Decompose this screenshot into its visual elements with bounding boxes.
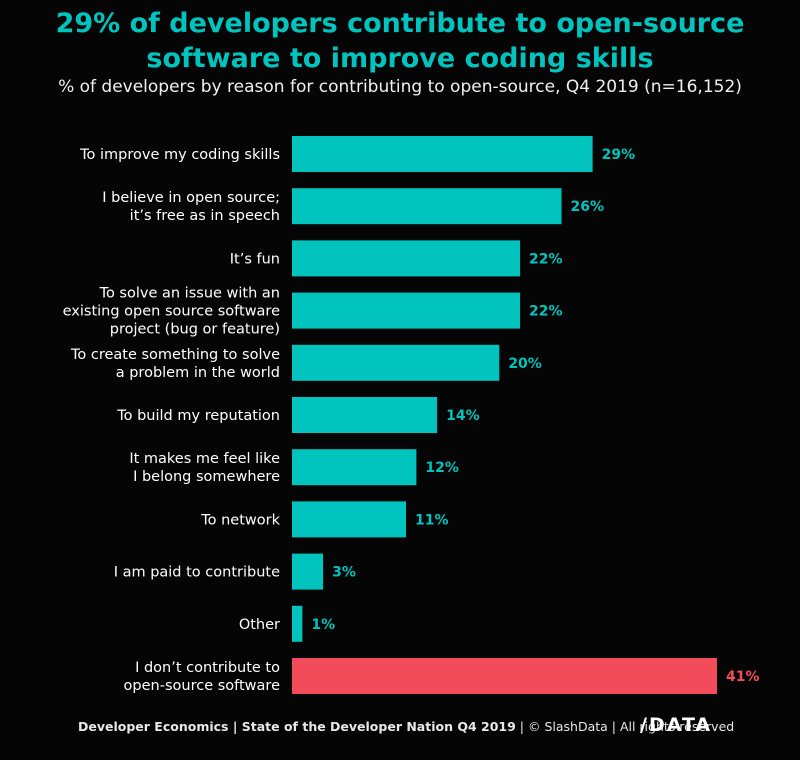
- category-label-10: I don’t contribute to open-source softwar…: [124, 660, 281, 694]
- category-label-4: To create something to solve a problem in…: [70, 347, 280, 381]
- bar-3: [292, 292, 521, 329]
- value-label-3: 22%: [529, 304, 563, 320]
- value-label-10: 41%: [726, 669, 760, 685]
- chart-title-line-2: software to improve coding skills: [146, 43, 654, 74]
- footer-credit: Developer Economics | State of the Devel…: [78, 719, 734, 734]
- bar-9: [292, 605, 303, 642]
- chart-title-line-1: 29% of developers contribute to open-sou…: [55, 8, 745, 39]
- value-label-8: 3%: [332, 565, 356, 581]
- footer-copyright: | © SlashData | All rights reserved: [515, 719, 735, 734]
- bar-7: [292, 501, 407, 538]
- category-label-9: Other: [239, 617, 280, 633]
- category-label-3: To solve an issue with an existing open s…: [63, 286, 280, 338]
- bar-2: [292, 240, 521, 277]
- value-label-9: 1%: [311, 617, 335, 633]
- value-label-2: 22%: [529, 251, 563, 267]
- category-label-8: I am paid to contribute: [114, 565, 280, 581]
- value-label-5: 14%: [446, 408, 480, 424]
- category-label-6: It makes me feel like I belong somewhere: [129, 451, 280, 485]
- category-label-1: I believe in open source; it’s free as in…: [102, 190, 280, 224]
- bar-4: [292, 344, 500, 381]
- bar-10: [292, 658, 717, 694]
- bar-5: [292, 397, 438, 433]
- value-label-0: 29%: [602, 147, 636, 163]
- chart-title: 29% of developers contribute to open-sou…: [0, 6, 800, 76]
- value-label-7: 11%: [415, 512, 449, 528]
- slashdata-logo: /DATA: [640, 714, 713, 736]
- bar-1: [292, 188, 562, 225]
- footer-source: Developer Economics | State of the Devel…: [78, 719, 516, 734]
- category-label-7: To network: [200, 512, 280, 528]
- category-label-2: It’s fun: [230, 251, 280, 267]
- bar-8: [292, 553, 324, 590]
- value-label-4: 20%: [508, 356, 542, 372]
- bar-6: [292, 449, 417, 486]
- category-label-5: To build my reputation: [116, 408, 280, 424]
- value-label-6: 12%: [425, 460, 459, 476]
- chart-subtitle: % of developers by reason for contributi…: [58, 77, 742, 97]
- category-label-0: To improve my coding skills: [79, 147, 280, 163]
- value-label-1: 26%: [571, 199, 605, 215]
- bar-0: [292, 136, 593, 172]
